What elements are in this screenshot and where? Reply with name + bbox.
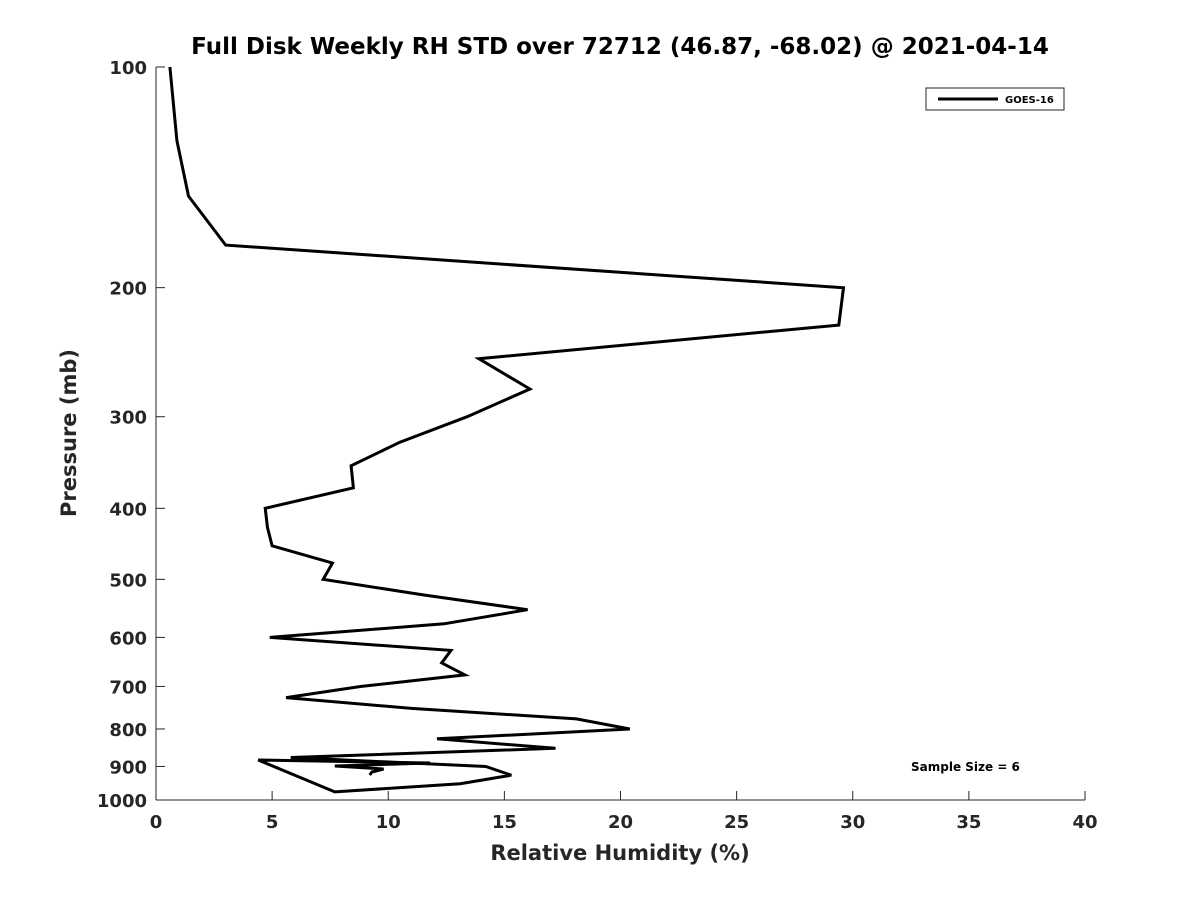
y-tick-label: 600 xyxy=(109,628,147,649)
sample-size-annotation: Sample Size = 6 xyxy=(911,760,1020,774)
y-tick-label: 100 xyxy=(109,58,147,79)
x-tick-label: 35 xyxy=(956,812,981,833)
x-tick-label: 10 xyxy=(376,812,401,833)
y-tick-label: 900 xyxy=(109,757,147,778)
x-tick-label: 30 xyxy=(840,812,865,833)
plot-background xyxy=(156,67,1085,800)
y-tick-label: 1000 xyxy=(97,791,147,812)
x-tick-label: 25 xyxy=(724,812,749,833)
x-tick-label: 5 xyxy=(266,812,279,833)
chart-title: Full Disk Weekly RH STD over 72712 (46.8… xyxy=(191,34,1049,60)
legend-label-goes-16: GOES-16 xyxy=(1005,95,1054,106)
y-tick-label: 400 xyxy=(109,499,147,520)
y-tick-label: 300 xyxy=(109,408,147,429)
y-tick-label: 800 xyxy=(109,720,147,741)
series-layer xyxy=(168,66,846,794)
y-tick-label: 200 xyxy=(109,279,147,300)
x-tick-label: 20 xyxy=(608,812,633,833)
x-axis-ticks: 0 5 10 15 20 25 30 35 40 xyxy=(150,791,1098,833)
series-line-goes-16 xyxy=(168,66,846,794)
x-tick-label: 0 xyxy=(150,812,163,833)
x-axis-label: Relative Humidity (%) xyxy=(490,841,749,865)
x-tick-label: 40 xyxy=(1072,812,1097,833)
y-tick-label: 700 xyxy=(109,677,147,698)
x-tick-label: 15 xyxy=(492,812,517,833)
y-tick-label: 500 xyxy=(109,570,147,591)
y-axis-ticks: 100 200 300 400 500 600 700 800 900 1000 xyxy=(97,58,165,812)
plot-area xyxy=(155,67,1085,801)
y-axis-label: Pressure (mb) xyxy=(57,349,81,517)
legend: GOES-16 xyxy=(925,87,1065,111)
